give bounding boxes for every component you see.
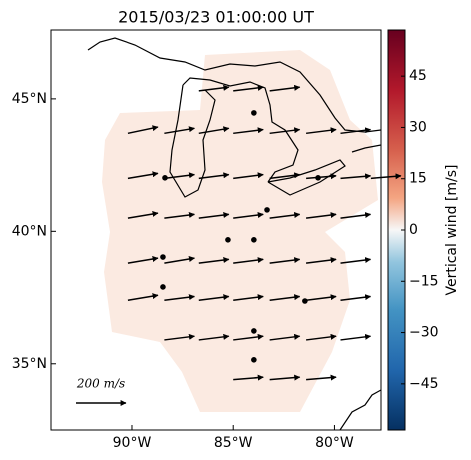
- wind-arrow: [127, 171, 159, 180]
- station: [251, 110, 257, 116]
- wind-arrow: [269, 84, 301, 92]
- wind-arrow: [340, 173, 372, 180]
- wind-arrow: [164, 212, 195, 219]
- wind-arrow: [233, 172, 264, 180]
- wind-arrow: [305, 212, 337, 219]
- y-tick-label: 45°N: [12, 91, 47, 107]
- colorbar-tick-label: 30: [409, 119, 427, 135]
- y-tick-label: 40°N: [12, 223, 47, 239]
- coverage-region: [102, 50, 378, 412]
- wind-arrow: [233, 212, 264, 219]
- wind-arrow: [269, 257, 301, 264]
- wind-arrow: [340, 294, 372, 301]
- wind-arrow: [340, 212, 372, 219]
- colorbar-tick-label: 15: [409, 171, 427, 187]
- wind-arrow: [127, 125, 159, 135]
- wind-arrow: [269, 127, 301, 135]
- wind-arrow: [233, 127, 264, 135]
- y-tick-label: 35°N: [12, 356, 47, 372]
- wind-arrow: [198, 172, 230, 180]
- wind-arrow: [269, 374, 301, 381]
- wind-arrow: [164, 256, 195, 264]
- wind-arrow: [233, 257, 264, 264]
- wind-arrow: [233, 84, 264, 92]
- station: [264, 207, 270, 213]
- wind-arrow: [233, 333, 264, 341]
- station: [225, 237, 231, 243]
- wind-arrow: [164, 294, 195, 301]
- wind-arrow: [305, 333, 337, 341]
- wind-arrow: [233, 294, 264, 301]
- wind-arrow: [198, 212, 230, 219]
- coastline: [169, 84, 216, 198]
- colorbar-tick-label: −45: [409, 376, 439, 392]
- wind-arrow: [198, 294, 230, 301]
- quiver-key-label: 200 m/s: [76, 377, 125, 391]
- map-frame: [50, 29, 382, 431]
- wind-arrow: [340, 127, 372, 135]
- wind-arrow: [164, 126, 195, 135]
- station: [251, 237, 257, 243]
- coastline: [182, 77, 299, 183]
- coastline: [339, 389, 381, 430]
- wind-arrow: [127, 293, 159, 301]
- wind-arrow: [269, 333, 301, 341]
- station: [160, 284, 166, 290]
- wind-arrow: [340, 257, 372, 264]
- colorbar-tick-label: −15: [409, 273, 439, 289]
- wind-arrow: [305, 257, 337, 264]
- wind-arrow: [306, 173, 337, 180]
- station: [251, 328, 257, 334]
- wind-arrow: [164, 172, 195, 180]
- wind-arrow: [127, 256, 159, 264]
- map-layers: [87, 37, 381, 430]
- colorbar-tick-label: 45: [409, 68, 427, 84]
- station: [302, 298, 308, 304]
- wind-arrow: [198, 126, 230, 135]
- wind-arrow: [198, 84, 230, 92]
- coastline: [351, 144, 381, 153]
- wind-arrow: [233, 374, 264, 381]
- wind-arrow: [370, 173, 402, 180]
- wind-arrow: [269, 172, 301, 180]
- station: [251, 357, 257, 363]
- wind-arrow: [269, 294, 301, 301]
- wind-arrow: [305, 294, 337, 301]
- station: [315, 175, 321, 181]
- chart-title: 2015/03/23 01:00:00 UT: [118, 8, 314, 27]
- x-tick-label: 80°W: [315, 435, 354, 451]
- colorbar-tick-label: −30: [409, 325, 439, 341]
- colorbar-tick-label: 0: [409, 222, 418, 238]
- station: [162, 175, 168, 181]
- coastline: [87, 37, 381, 133]
- x-tick-label: 90°W: [113, 435, 152, 451]
- wind-arrow: [306, 374, 337, 381]
- wind-arrow: [269, 212, 301, 219]
- wind-arrow: [305, 127, 337, 135]
- station: [160, 254, 166, 260]
- wind-arrow: [127, 211, 159, 219]
- wind-arrow: [198, 257, 230, 264]
- wind-arrow: [198, 333, 230, 341]
- wind-arrow: [164, 333, 195, 341]
- wind-arrow: [340, 333, 372, 341]
- colorbar-label: Vertical wind [m/s]: [444, 165, 460, 296]
- x-tick-label: 85°W: [214, 435, 253, 451]
